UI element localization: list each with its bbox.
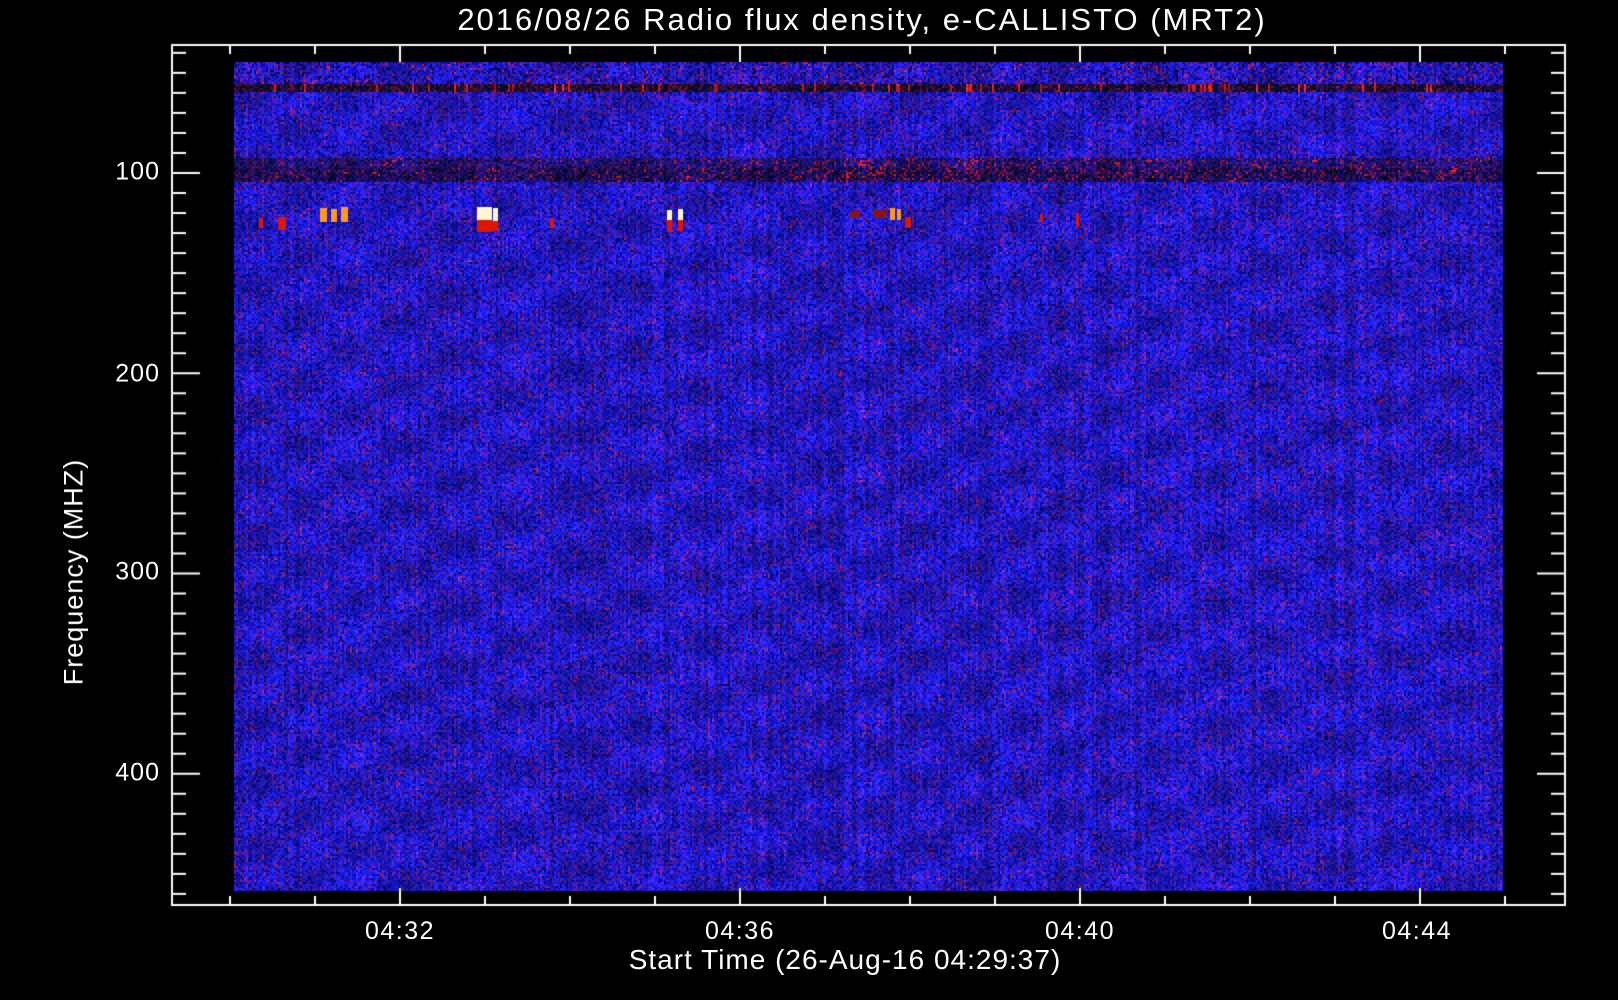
x-axis-label: Start Time (26-Aug-16 04:29:37) [628, 944, 1062, 975]
plot-title: 2016/08/26 Radio flux density, e-CALLIST… [457, 2, 1267, 37]
x-tick-label-0436: 04:36 [704, 917, 776, 945]
y-tick-label-200: 200 [115, 359, 160, 388]
y-axis-label: Frequency (MHZ) [58, 458, 89, 686]
y-tick-label-400: 400 [115, 758, 160, 787]
x-tick-label-0444: 04:44 [1381, 917, 1453, 945]
y-tick-label-100: 100 [115, 157, 160, 186]
y-tick-label-300: 300 [115, 557, 160, 586]
x-tick-label-0432: 04:32 [364, 917, 436, 945]
x-tick-label-0440: 04:40 [1044, 917, 1116, 945]
